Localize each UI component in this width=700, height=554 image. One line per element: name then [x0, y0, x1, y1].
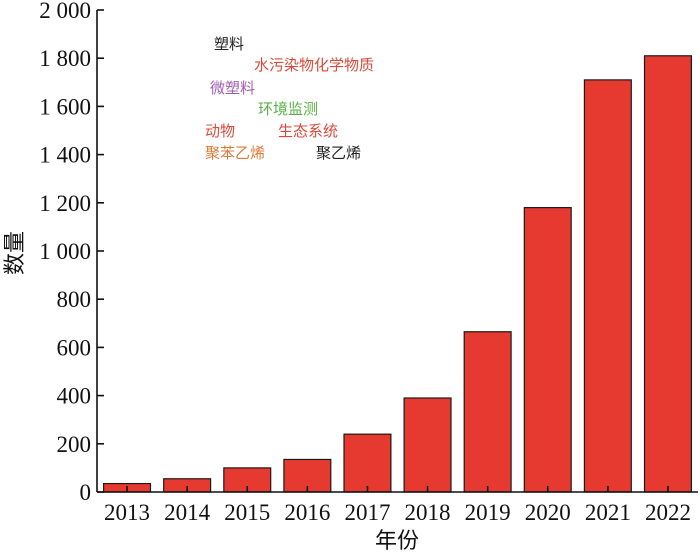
word-cloud-term: 聚乙烯: [316, 144, 361, 162]
y-tick-label: 0: [80, 480, 92, 505]
bar-2020: [523, 207, 572, 493]
x-tick-label: 2017: [344, 500, 390, 525]
x-tick-label: 2016: [284, 500, 330, 525]
bar-2017: [343, 433, 392, 493]
y-tick-label: 1 200: [39, 191, 91, 216]
bar-2022: [643, 55, 692, 493]
x-tick-label: 2019: [465, 500, 511, 525]
bar-2018: [403, 397, 452, 493]
word-cloud-term: 环境监测: [258, 100, 318, 118]
word-cloud-term: 动物: [205, 122, 235, 140]
word-cloud-term: 聚苯乙烯: [205, 144, 265, 162]
y-tick-label: 800: [57, 287, 92, 312]
x-tick-label: 2022: [645, 500, 691, 525]
word-cloud-term: 塑料: [214, 35, 244, 53]
y-tick-label: 1 600: [39, 94, 91, 119]
y-tick-label: 400: [57, 384, 92, 409]
x-axis-title: 年份: [375, 529, 419, 554]
bars-group: [103, 55, 692, 493]
y-tick-label: 200: [57, 432, 92, 457]
bar-2021: [583, 79, 632, 493]
y-tick-label: 1 400: [39, 143, 91, 168]
x-tick-label: 2015: [224, 500, 270, 525]
y-tick-label: 1 000: [39, 239, 91, 264]
bar-2019: [463, 331, 512, 493]
x-tick-label: 2013: [104, 500, 150, 525]
y-tick-label: 2 000: [39, 0, 91, 23]
y-axis-title: 数量: [3, 231, 28, 275]
x-axis: 2013 2014 2015 2016 2017 2018 2019 2020 2021 2022: [97, 486, 698, 525]
word-cloud-term: 水污染物化学物质: [254, 56, 374, 74]
x-tick-label: 2021: [585, 500, 631, 525]
x-tick-label: 2020: [525, 500, 571, 525]
y-axis: 0 200 400 600 800 1 000 1 200 1 400 1 600 1 800 2 …: [39, 0, 104, 505]
x-tick-label: 2014: [164, 500, 211, 525]
y-tick-label: 1 800: [39, 46, 91, 71]
y-tick-label: 600: [57, 335, 92, 360]
word-cloud-term: 微塑料: [210, 79, 255, 97]
x-tick-label: 2018: [405, 500, 451, 525]
word-cloud-term: 生态系统: [278, 122, 338, 140]
